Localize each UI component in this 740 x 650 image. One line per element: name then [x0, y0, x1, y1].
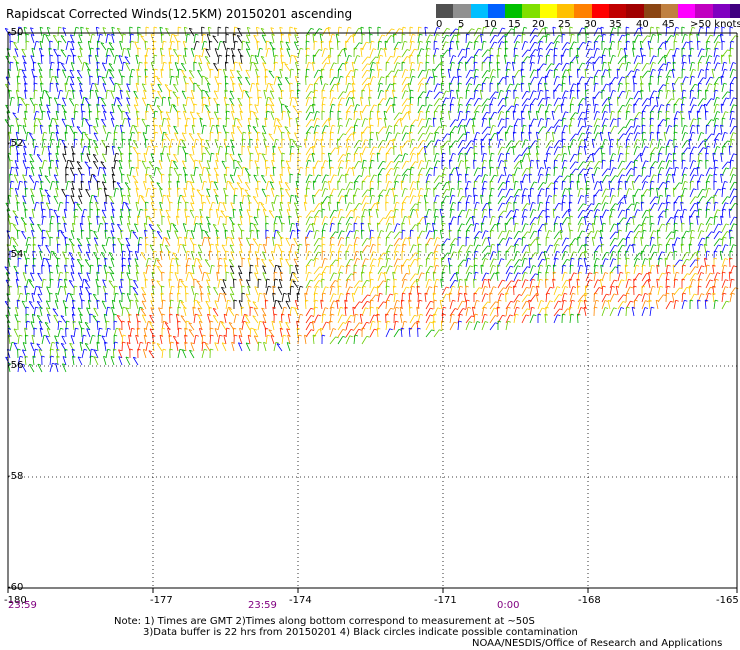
lon-tick-label: -165 — [716, 595, 739, 606]
lat-tick-label: -58 — [7, 471, 23, 482]
wind-speed-legend: 0 5 10 15 20 25 30 35 40 45 >50 knots — [436, 4, 740, 32]
legend-label: 45 — [662, 19, 675, 30]
time-label-1: 23:59 — [8, 600, 37, 611]
time-label-2: 23:59 — [248, 600, 277, 611]
legend-swatch — [557, 4, 575, 18]
lat-tick-label: -52 — [7, 138, 23, 149]
legend-swatch — [712, 4, 731, 18]
legend-swatch — [574, 4, 592, 18]
legend-label: 20 — [532, 19, 545, 30]
note-line-2: 3)Data buffer is 22 hrs from 20150201 4)… — [143, 627, 578, 638]
lat-tick-label: -50 — [7, 27, 23, 38]
legend-swatch — [678, 4, 696, 18]
legend-label: 10 — [484, 19, 497, 30]
legend-swatch — [470, 4, 488, 18]
legend-swatch — [695, 4, 713, 18]
legend-swatch — [591, 4, 609, 18]
lon-tick-label: -180 — [4, 595, 27, 606]
lon-tick-label: -168 — [578, 595, 601, 606]
legend-label: 35 — [609, 19, 622, 30]
lat-tick-label: -60 — [7, 582, 23, 593]
legend-labels: 0 5 10 15 20 25 30 35 40 45 >50 knots — [436, 18, 740, 32]
legend-swatch — [660, 4, 679, 18]
lon-tick-label: -171 — [434, 595, 457, 606]
time-label-3: 0:00 — [497, 600, 520, 611]
map-grid — [7, 32, 738, 593]
legend-swatch — [643, 4, 661, 18]
map-title: Rapidscat Corrected Winds(12.5KM) 201502… — [6, 7, 353, 21]
lon-tick-label: -174 — [289, 595, 312, 606]
legend-label: 5 — [458, 19, 465, 30]
legend-swatch — [730, 4, 740, 18]
lat-tick-label: -56 — [7, 360, 23, 371]
legend-swatch — [522, 4, 540, 18]
legend-label: 0 — [436, 19, 443, 30]
legend-color-bar — [436, 4, 740, 18]
wind-barbs — [4, 26, 739, 373]
legend-swatch — [608, 4, 627, 18]
legend-swatch — [453, 4, 471, 18]
note-line-3: NOAA/NESDIS/Office of Research and Appli… — [472, 638, 723, 649]
legend-label: 30 — [584, 19, 597, 30]
legend-label: 40 — [636, 19, 649, 30]
legend-swatch — [436, 4, 454, 18]
lat-tick-label: -54 — [7, 249, 23, 260]
legend-label: 25 — [558, 19, 571, 30]
legend-swatch — [505, 4, 523, 18]
lon-tick-label: -177 — [150, 595, 173, 606]
note-line-1: Note: 1) Times are GMT 2)Times along bot… — [114, 616, 535, 627]
legend-swatch — [487, 4, 506, 18]
legend-swatch — [626, 4, 644, 18]
legend-label: 15 — [508, 19, 521, 30]
legend-label: >50 knots — [690, 19, 740, 30]
legend-swatch — [539, 4, 558, 18]
